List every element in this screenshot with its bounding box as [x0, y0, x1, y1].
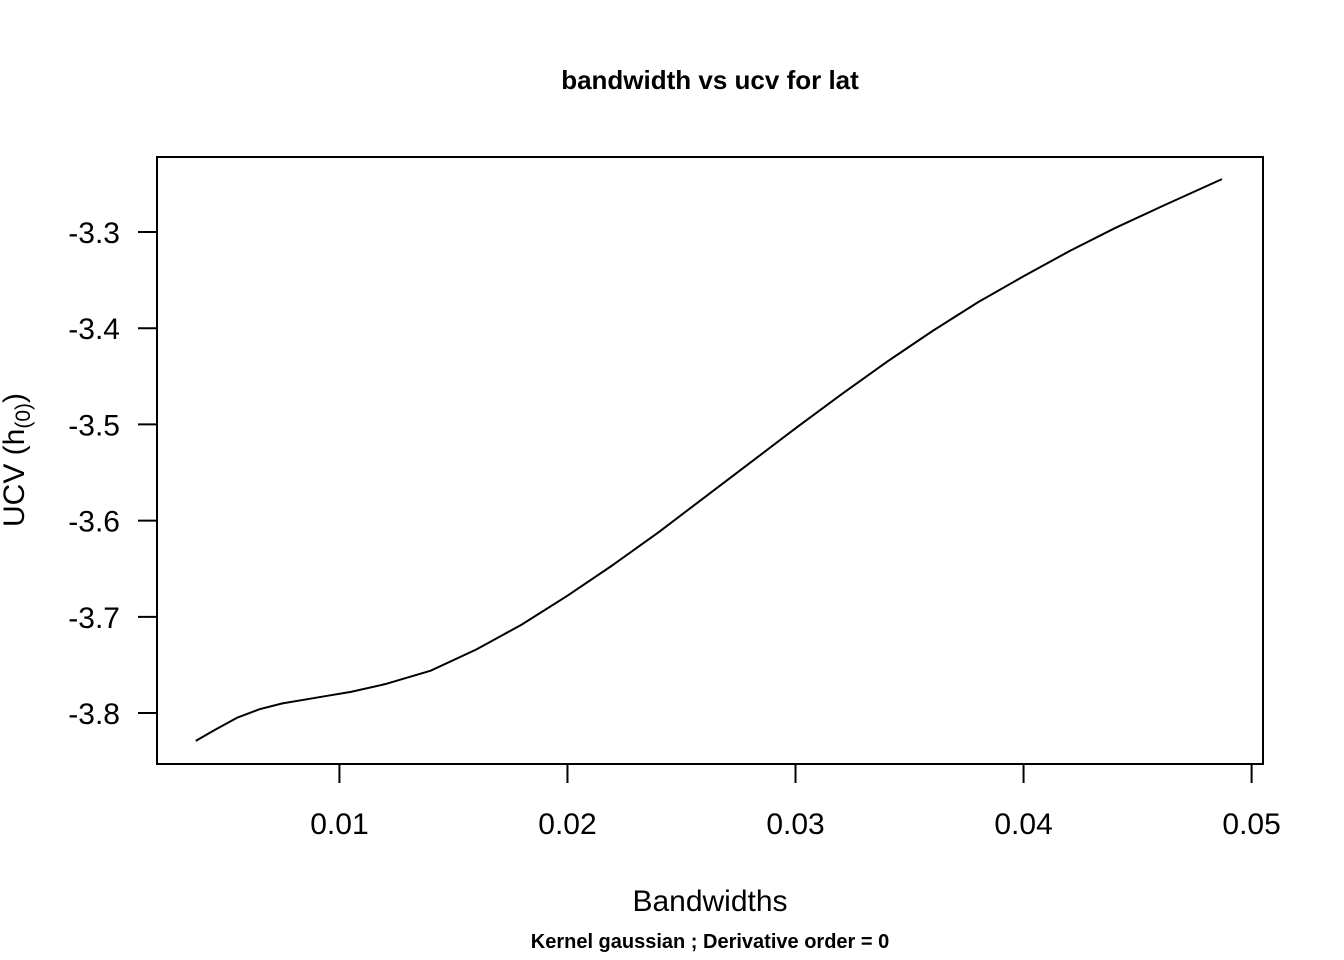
x-tick-label: 0.01 — [310, 808, 368, 841]
x-axis-label: Bandwidths — [632, 885, 787, 918]
y-tick-label: -3.8 — [68, 698, 120, 731]
x-tick-label: 0.02 — [538, 808, 596, 841]
y-tick-label: -3.7 — [68, 602, 120, 635]
y-axis-label-main: UCV (h — [0, 429, 31, 527]
x-axis: 0.01 0.02 0.03 0.04 0.05 — [310, 763, 1281, 841]
y-axis-label: UCV (h(0)) — [0, 393, 35, 527]
chart-subtitle: Kernel gaussian ; Derivative order = 0 — [531, 931, 890, 953]
x-tick-label: 0.03 — [766, 808, 824, 841]
y-tick-label: -3.6 — [68, 506, 120, 539]
y-axis: -3.3 -3.4 -3.5 -3.6 -3.7 -3.8 — [68, 217, 158, 731]
y-tick-label: -3.3 — [68, 217, 120, 250]
plot-frame — [156, 156, 1264, 765]
y-tick-label: -3.4 — [68, 313, 120, 346]
y-tick-label: -3.5 — [68, 409, 120, 442]
x-tick-label: 0.04 — [994, 808, 1052, 841]
y-axis-label-close: ) — [0, 393, 31, 403]
series-layer — [195, 178, 1223, 742]
y-axis-label-subscript: (0) — [12, 403, 35, 429]
x-tick-label: 0.05 — [1222, 808, 1280, 841]
chart-title: bandwidth vs ucv for lat — [561, 65, 859, 95]
ucv-curve-line — [195, 178, 1223, 742]
